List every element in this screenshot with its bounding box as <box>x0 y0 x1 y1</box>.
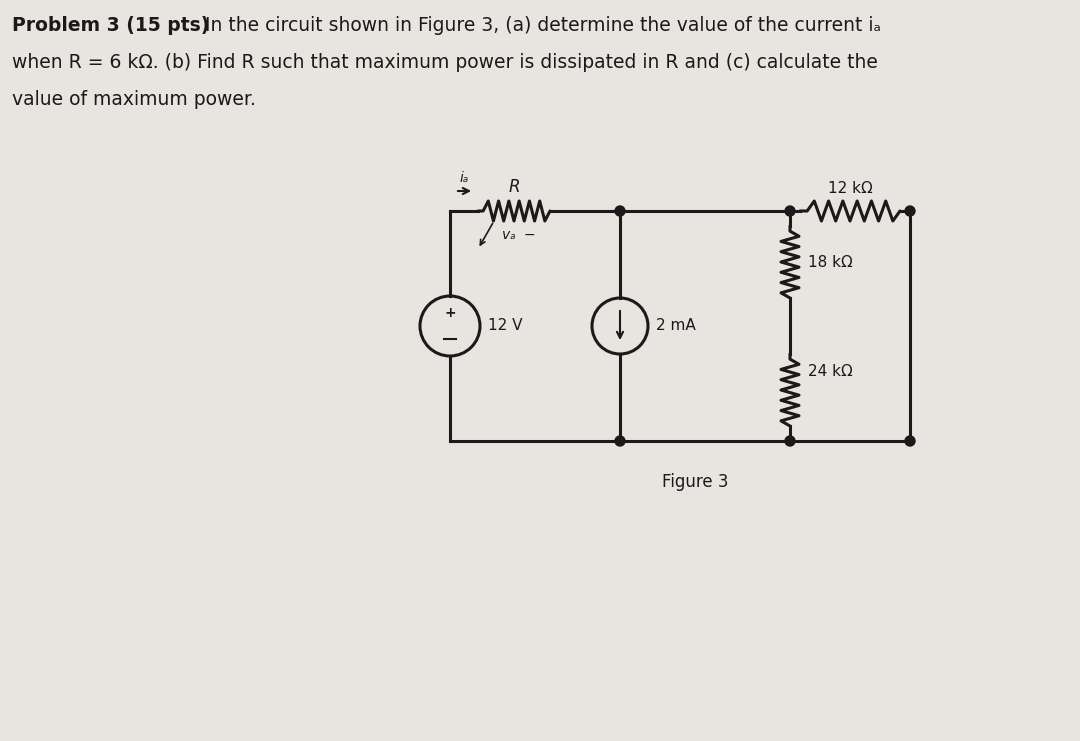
Circle shape <box>905 206 915 216</box>
Text: 2 mA: 2 mA <box>656 319 696 333</box>
Circle shape <box>785 436 795 446</box>
Text: −: − <box>524 228 536 242</box>
Text: Figure 3: Figure 3 <box>662 473 728 491</box>
Circle shape <box>615 206 625 216</box>
Text: +: + <box>444 306 456 320</box>
Text: 18 kΩ: 18 kΩ <box>808 254 853 270</box>
Circle shape <box>785 206 795 216</box>
Text: Problem 3 (15 pts): Problem 3 (15 pts) <box>12 16 210 35</box>
Text: 24 kΩ: 24 kΩ <box>808 365 853 379</box>
Circle shape <box>905 436 915 446</box>
Text: iₐ: iₐ <box>460 171 469 185</box>
Circle shape <box>615 436 625 446</box>
Text: value of maximum power.: value of maximum power. <box>12 90 256 109</box>
Text: vₐ: vₐ <box>502 228 515 242</box>
Text: 12 V: 12 V <box>488 319 523 333</box>
Text: 12 kΩ: 12 kΩ <box>827 181 873 196</box>
Text: R: R <box>509 178 519 196</box>
Text: In the circuit shown in Figure 3, (a) determine the value of the current iₐ: In the circuit shown in Figure 3, (a) de… <box>199 16 881 35</box>
Text: when R = 6 kΩ. (b) Find R such that maximum power is dissipated in R and (c) cal: when R = 6 kΩ. (b) Find R such that maxi… <box>12 53 878 72</box>
